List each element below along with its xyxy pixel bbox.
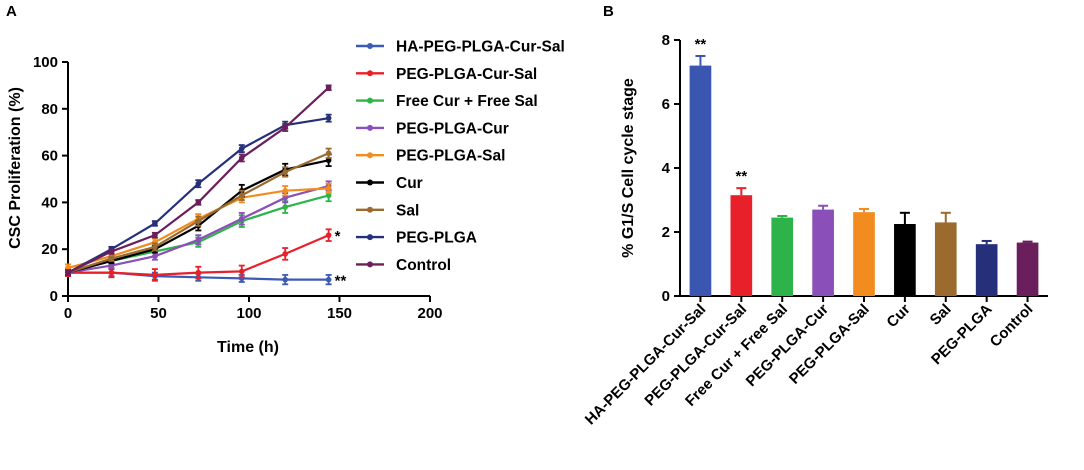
series-point <box>282 194 289 201</box>
legend-swatch-marker <box>367 261 373 268</box>
line-chart-x-tick-label: 150 <box>327 305 352 322</box>
line-chart-x-tick-label: 50 <box>150 305 167 322</box>
series-point <box>325 157 332 164</box>
series-point <box>238 192 245 199</box>
series-point <box>325 84 332 91</box>
series-point <box>108 269 115 276</box>
series-point <box>152 232 158 238</box>
line-chart-y-tick-label: 100 <box>33 54 58 71</box>
legend-swatch-marker <box>367 179 373 186</box>
legend-swatch-marker <box>367 43 373 49</box>
series-point <box>325 276 332 283</box>
series-point <box>282 187 289 194</box>
series-point <box>325 150 332 157</box>
series-point <box>65 265 71 271</box>
bar-Sal <box>934 222 957 296</box>
series-point <box>282 124 289 131</box>
legend-entry-label: PEG-PLGA-Cur-Sal <box>396 66 537 83</box>
series-point <box>195 269 202 276</box>
bar-Cur <box>894 224 916 296</box>
series-point <box>238 155 245 161</box>
legend-entry-label: Sal <box>396 202 419 219</box>
line-chart-y-tick-label: 40 <box>41 194 58 211</box>
series-point <box>108 255 115 262</box>
legend-swatch-marker <box>367 70 373 77</box>
legend-swatch-marker <box>367 152 373 159</box>
series-point <box>282 169 289 175</box>
series-point <box>108 248 115 255</box>
bar-chart-ylabel: % G1/S Cell cycle stage <box>620 78 637 258</box>
series-point <box>238 145 245 152</box>
line-chart-panel: 0 50 100 150 200020406080100***HA-PEG-PLGA-C… <box>33 39 565 323</box>
bar-chart-y-tick-label: 8 <box>662 32 670 49</box>
significance-annotation: ** <box>735 168 747 185</box>
line-chart-x-tick-label: 200 <box>417 305 442 322</box>
panel-label-b: B <box>603 3 614 20</box>
bar-category-label: Sal <box>927 301 955 329</box>
bar-PEG-PLGA-Sal <box>853 212 875 296</box>
legend-swatch-marker <box>367 97 373 104</box>
bar-chart-y-tick-label: 0 <box>662 288 670 305</box>
bar-PEG-PLGA-Cur <box>812 209 834 296</box>
significance-annotation: ** <box>335 273 347 290</box>
bar-chart-y-tick-label: 6 <box>662 96 670 113</box>
series-point <box>325 232 332 238</box>
legend-entry-label: PEG-PLGA-Cur <box>396 120 509 137</box>
series-point <box>195 237 202 243</box>
legend-swatch-marker <box>367 124 373 131</box>
series-point <box>325 185 332 192</box>
line-chart-xlabel: Time (h) <box>217 339 279 356</box>
series-point <box>108 262 115 269</box>
series-point <box>152 253 158 260</box>
bar-HA-PEG-PLGA-Cur-Sal <box>689 65 712 296</box>
line-chart-y-tick-label: 80 <box>41 101 58 118</box>
series-point <box>282 251 289 257</box>
series-point <box>325 192 332 199</box>
legend-entry-label: HA-PEG-PLGA-Cur-Sal <box>396 39 565 56</box>
line-chart-ylabel: CSC Proliferation (%) <box>7 87 24 249</box>
series-point <box>195 180 202 187</box>
series-point <box>152 244 158 250</box>
line-chart-y-tick-label: 60 <box>41 148 58 165</box>
bar-category-label: Control <box>987 301 1037 351</box>
legend-entry-label: Free Cur + Free Sal <box>396 93 538 110</box>
series-point <box>238 215 245 222</box>
bar-PEG-PLGA <box>975 244 998 296</box>
series-point <box>65 269 71 276</box>
legend-entry-label: PEG-PLGA-Sal <box>396 148 505 165</box>
line-chart-y-tick-label: 20 <box>41 241 58 258</box>
legend-entry-label: Cur <box>396 175 423 192</box>
bar-Control <box>1016 242 1039 296</box>
bar-PEG-PLGA-Cur-Sal <box>730 195 753 296</box>
series-point <box>152 272 158 278</box>
legend-swatch-marker <box>367 234 373 241</box>
series-point <box>238 268 245 275</box>
legend-entry-label: PEG-PLGA <box>396 230 477 247</box>
bar-category-label: Cur <box>883 301 913 331</box>
series-point <box>325 115 332 121</box>
significance-annotation: ** <box>695 36 707 53</box>
bar-chart-y-tick-label: 2 <box>662 224 670 241</box>
panel-label-a: A <box>6 3 17 20</box>
significance-annotation: * <box>335 228 341 245</box>
series-point <box>282 276 289 283</box>
legend-entry-label: Control <box>396 257 451 274</box>
line-chart-y-tick-label: 0 <box>50 288 58 305</box>
series-point <box>152 220 158 227</box>
line-chart-x-tick-label: 100 <box>236 305 261 322</box>
series-point <box>195 218 202 224</box>
line-chart-x-tick-label: 0 <box>64 305 72 322</box>
legend-swatch-marker <box>367 206 373 213</box>
bar-chart-panel: 02468HA-PEG-PLGA-Cur-SalPEG-PLGA-Cur-Sal… <box>582 32 1048 428</box>
series-point <box>282 204 289 210</box>
bar-chart-y-tick-label: 4 <box>662 160 671 177</box>
series-point <box>195 199 202 206</box>
bar-Free Cur + Free Sal <box>771 217 794 296</box>
